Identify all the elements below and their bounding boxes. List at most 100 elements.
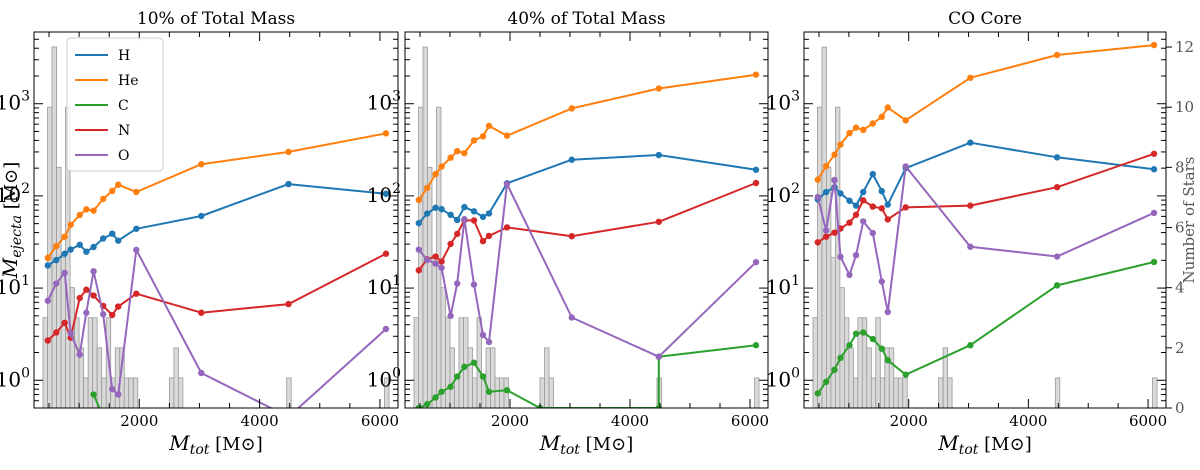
y-tick-exponent: 2 [791,181,800,197]
legend-label-H: H [118,48,130,64]
y-tick-exponent: 0 [791,365,800,381]
histogram-bar [177,377,184,408]
series-point-He [852,124,860,131]
series-point-O [83,309,90,316]
series-point-H [837,190,844,197]
series-point-C [485,388,493,395]
series-point-C [752,342,760,349]
series-point-H [83,248,90,255]
series-point-H [424,210,431,217]
series-point-C [1053,282,1061,289]
histogram-bar [445,317,451,408]
series-point-C [470,359,478,366]
histogram-bar [544,347,550,408]
series-point-N [285,300,292,308]
series-point-He [831,151,838,158]
y-tick-base: 10 [367,275,392,299]
x-tick-label: 4000 [1009,412,1047,430]
series-point-He [44,254,52,262]
series-point-O [109,385,116,393]
series-point-He [454,147,461,155]
axes-frame [33,31,399,409]
y-tick-label: 102 [0,181,30,207]
series-point-O [814,193,821,201]
x-label-sub: tot [190,442,210,458]
y-tick-label: 103 [766,89,800,115]
series-line-C [92,394,101,408]
x-axis-label: Mtot [M⊙] [168,431,262,458]
series-point-O [76,351,83,358]
histogram-bar [494,377,500,408]
histogram-bar [839,287,845,408]
secondary-axis-label: Number of Stars [1180,157,1198,284]
series-point-C [837,354,844,362]
histogram-bar [1152,377,1158,408]
series-point-H [878,187,885,195]
series-point-N [655,218,662,225]
series-point-He [884,104,891,111]
x-axis-label: Mtot [M⊙] [937,431,1031,458]
series-point-N [90,292,97,299]
series-point-O [852,251,860,259]
series-point-O [133,246,140,254]
series-point-N [83,286,90,293]
series-point-He [90,207,97,214]
x-tick-label: 2000 [491,412,529,430]
series-point-C [884,357,891,364]
y-tick-base: 10 [0,367,21,391]
histogram-bar [56,166,62,408]
series-point-He [846,129,853,137]
y-tick-base: 10 [766,183,791,207]
histogram-bar [490,347,496,408]
y-tick-label: 103 [0,89,30,115]
series-point-N [415,267,422,274]
x-label-main: M [168,431,190,455]
legend-label-He: He [118,73,139,89]
series-point-O [447,312,454,320]
histogram-bar [947,377,953,408]
series-point-N [109,311,116,319]
series-point-C [461,363,468,370]
y-tick-base: 10 [367,91,392,115]
series-point-N [1150,150,1158,157]
series-point-H [198,212,205,220]
series-point-C [1150,258,1158,266]
series-point-He [860,126,867,134]
series-point-H [752,166,760,173]
histogram-bar [83,377,89,408]
x-tick-label: 2000 [890,412,928,430]
series-point-H [568,156,575,163]
series-point-O [44,297,52,304]
histogram-bar [485,347,491,408]
histogram-bar [938,377,944,408]
series-group [814,41,1158,397]
histogram-bar [51,46,57,408]
series-point-N [198,309,205,316]
axes-frame [803,31,1167,409]
histogram-bar [384,377,390,408]
series-point-H [99,235,107,242]
x-label-sub: tot [959,442,979,458]
series-point-He [447,154,454,161]
y-tick-exponent: 2 [21,181,30,197]
series-point-N [115,303,122,310]
y-tick-base: 10 [0,183,21,207]
series-point-N [53,329,60,336]
series-point-He [109,187,116,195]
histogram-bar [427,166,433,408]
y-tick-exponent: 1 [392,273,401,289]
series-point-He [83,206,90,213]
secondary-tick-label: 6 [1175,219,1185,237]
series-point-O [115,391,122,398]
histogram-bar [173,347,179,408]
series-point-C [90,391,97,398]
series-point-H [438,205,445,213]
y-tick-exponent: 1 [791,273,800,289]
series-point-O [454,280,461,287]
histogram-bar [42,317,48,408]
x-label-sub: tot [560,442,580,458]
y-tick-label: 100 [367,365,401,391]
